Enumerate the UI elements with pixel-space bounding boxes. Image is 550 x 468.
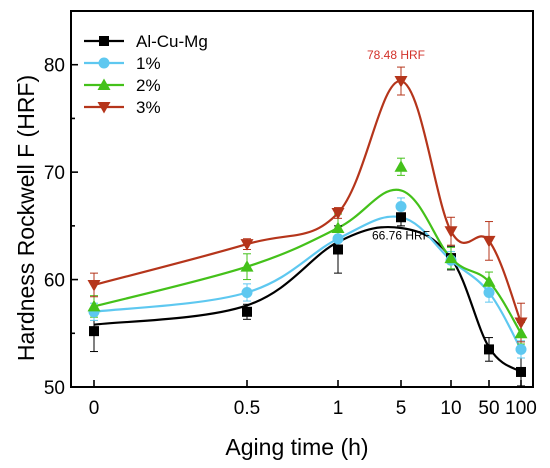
- data-point: [515, 343, 527, 355]
- y-axis-title: Hardness Rockwell F (HRF): [13, 75, 39, 361]
- annotations: 78.48 HRF 66.76 HRF: [367, 48, 430, 242]
- x-tick-label: 50: [478, 398, 499, 419]
- x-tick-label: 5: [396, 398, 407, 419]
- data-point: [240, 260, 254, 272]
- legend-marker: [99, 36, 109, 46]
- annotation-label: 78.48 HRF: [367, 48, 425, 62]
- plot-border: [70, 10, 534, 388]
- y-tick-label: 80: [44, 56, 65, 77]
- data-point: [87, 299, 101, 312]
- data-point: [394, 160, 408, 172]
- data-point: [482, 275, 496, 287]
- data-point: [482, 235, 496, 248]
- data-point: [333, 244, 343, 255]
- data-point: [396, 212, 406, 223]
- data-point: [89, 326, 99, 337]
- legend-marker: [98, 57, 110, 69]
- data-point: [242, 306, 252, 317]
- x-tick-label: 0: [89, 398, 100, 419]
- x-axis-title: Aging time (h): [225, 434, 368, 460]
- legend-label: 3%: [136, 98, 161, 117]
- x-tick-label: 10: [440, 398, 461, 419]
- data-point: [516, 366, 526, 377]
- data-point: [331, 221, 345, 234]
- x-axis-ticks: 0 0.5 1 5 10 50 100: [89, 380, 537, 419]
- x-tick-label: 100: [505, 398, 537, 419]
- plot-frame: [70, 10, 534, 388]
- series-line: [93, 215, 522, 350]
- data-point: [484, 344, 494, 355]
- data-point: [241, 286, 253, 298]
- data-point: [87, 279, 101, 292]
- annotation-label: 66.76 HRF: [372, 228, 430, 242]
- data-point: [514, 317, 528, 330]
- x-tick-label: 1: [333, 398, 344, 419]
- data-point: [514, 326, 528, 339]
- y-axis-ticks: 50 60 70 80: [44, 10, 78, 399]
- data-point: [394, 76, 408, 88]
- data-point: [240, 239, 254, 251]
- legend: Al-Cu-Mg 1% 2% 3%: [84, 32, 208, 117]
- y-tick-label: 50: [44, 378, 65, 399]
- data-point: [395, 201, 407, 213]
- legend-marker: [97, 102, 111, 114]
- data-point: [483, 286, 495, 298]
- y-tick-label: 60: [44, 271, 65, 292]
- series-line: [93, 225, 522, 373]
- series-line: [93, 188, 522, 334]
- data-markers: [87, 76, 528, 377]
- x-tick-label: 0.5: [234, 398, 260, 419]
- legend-label: 2%: [136, 76, 161, 95]
- data-point: [331, 207, 345, 220]
- data-point: [444, 251, 458, 264]
- legend-label: 1%: [136, 54, 161, 73]
- data-point: [444, 226, 458, 238]
- series-line: [93, 79, 523, 323]
- y-tick-label: 70: [44, 163, 65, 184]
- legend-label: Al-Cu-Mg: [136, 32, 208, 51]
- legend-marker: [97, 78, 111, 90]
- data-point: [332, 233, 344, 245]
